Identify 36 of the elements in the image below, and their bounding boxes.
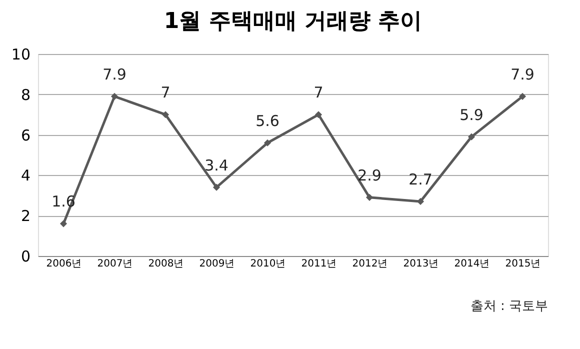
chart-title: 1월 주택매매 거래량 추이 [164,9,422,34]
point [264,139,272,146]
y-tick-label: 2 [20,207,30,226]
point [366,194,374,201]
data-label: 7.9 [102,65,126,84]
point [468,133,476,140]
x-tick-label: 2015년 [505,258,541,270]
y-tick-label: 0 [20,248,30,266]
point [314,111,322,118]
y-tick-label: 6 [20,126,30,144]
data-label: 3.4 [204,156,228,174]
point [110,92,118,100]
x-tick-label: 2013년 [403,258,439,270]
x-tick-label: 2006년 [46,258,82,270]
data-label: 5.6 [256,112,280,130]
y-tick-label: 10 [11,46,30,64]
x-tick-label: 2014년 [454,258,490,270]
data-label: 7.9 [510,65,534,84]
x-tick-label: 2007년 [97,258,133,270]
data-label: 2.7 [408,170,432,188]
data-label: 7 [314,84,324,102]
x-tick-label: 2009년 [199,258,235,270]
point [212,184,220,191]
data-label: 5.9 [460,106,484,124]
y-tick-label: 8 [20,86,30,104]
data-label: 7 [160,84,170,102]
x-tick-label: 2008년 [148,258,184,270]
data-label: 2.9 [358,166,382,184]
x-tick-label: 2010년 [250,258,286,270]
point [518,92,526,100]
point [60,220,68,228]
source-note: 출처 : 국토부 [470,299,548,314]
x-tick-label: 2012년 [352,258,388,270]
y-tick-label: 4 [20,166,30,185]
point [162,111,170,118]
x-tick-label: 2011년 [301,258,337,270]
